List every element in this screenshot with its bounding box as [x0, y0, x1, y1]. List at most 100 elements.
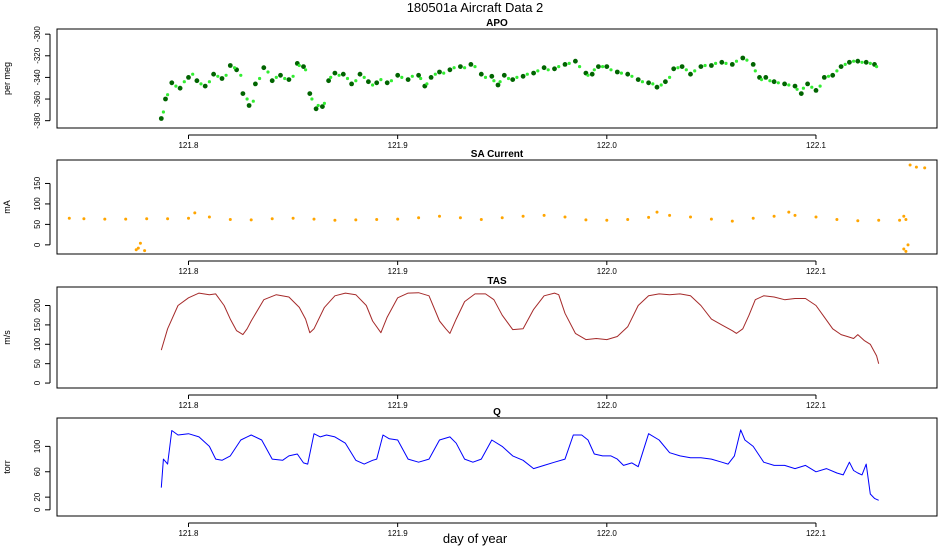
- data-point: [898, 218, 902, 222]
- data-point: [337, 73, 341, 77]
- data-point: [655, 210, 659, 214]
- data-point: [729, 62, 735, 67]
- data-point: [500, 216, 504, 220]
- data-point: [619, 71, 624, 75]
- data-point: [224, 73, 228, 77]
- data-point: [902, 214, 906, 218]
- data-point: [207, 80, 211, 84]
- data-point: [906, 243, 910, 247]
- data-point: [541, 65, 547, 71]
- data-point: [688, 71, 693, 77]
- plot-frame: [56, 28, 938, 129]
- data-point: [810, 85, 814, 89]
- data-point: [793, 213, 797, 217]
- data-point: [868, 61, 872, 65]
- panel-title: TAS: [487, 276, 507, 287]
- data-point: [166, 217, 170, 221]
- data-point: [714, 61, 718, 65]
- series-line-0: [160, 429, 879, 501]
- data-point: [689, 215, 692, 219]
- data-point: [186, 75, 191, 80]
- data-point: [838, 64, 844, 69]
- data-point: [730, 219, 734, 223]
- y-tick-label: 20: [33, 492, 42, 501]
- y-tick-label: 0: [33, 507, 42, 512]
- y-tick-label: 0: [33, 380, 42, 385]
- x-tick-label: 121.8: [178, 401, 199, 410]
- data-point: [313, 106, 319, 112]
- data-point: [904, 218, 908, 221]
- data-point: [216, 74, 220, 78]
- y-axis-label: torr: [2, 460, 12, 474]
- data-point: [745, 58, 749, 62]
- data-point: [835, 218, 839, 221]
- data-point: [304, 68, 308, 72]
- data-point: [798, 91, 804, 96]
- data-point: [821, 75, 827, 80]
- figure-title: 180501a Aircraft Data 2: [407, 0, 544, 15]
- data-point: [546, 68, 550, 72]
- data-point: [428, 75, 434, 80]
- data-point: [357, 71, 363, 77]
- data-point: [400, 75, 404, 79]
- data-point: [193, 211, 197, 215]
- data-point: [320, 104, 325, 109]
- data-point: [316, 103, 320, 108]
- data-point: [826, 74, 831, 78]
- data-point: [586, 73, 590, 77]
- data-point: [830, 72, 836, 78]
- data-point: [860, 60, 864, 64]
- series-line-0: [160, 292, 880, 364]
- data-point: [333, 218, 337, 222]
- data-point: [630, 74, 634, 78]
- data-point: [536, 69, 540, 73]
- data-point: [782, 81, 787, 87]
- data-point: [354, 79, 358, 83]
- data-point: [805, 81, 810, 87]
- data-point: [843, 62, 847, 66]
- data-point: [438, 214, 441, 218]
- data-point: [668, 213, 672, 217]
- data-point: [202, 83, 208, 89]
- data-point: [596, 64, 601, 69]
- data-point: [531, 70, 536, 76]
- data-point: [219, 76, 225, 81]
- data-point: [345, 76, 350, 81]
- data-point: [923, 166, 927, 170]
- data-point: [489, 73, 495, 79]
- y-tick-label: 100: [33, 197, 42, 211]
- data-point: [405, 77, 411, 82]
- data-point: [709, 63, 714, 68]
- y-axis-label: per meg: [2, 62, 12, 95]
- data-point: [375, 218, 379, 221]
- data-point: [760, 78, 764, 82]
- data-point: [136, 246, 140, 250]
- data-point: [753, 69, 757, 73]
- data-point: [698, 64, 704, 69]
- x-tick-label: 122.1: [806, 529, 827, 538]
- data-point: [417, 216, 421, 220]
- y-tick-label: -340: [33, 69, 42, 86]
- data-point: [914, 165, 918, 169]
- panel-3: Q 0 20 60 100 torr 121.8 121.9 122.0 122.1: [2, 407, 938, 538]
- data-point: [463, 66, 467, 70]
- data-point: [145, 217, 149, 221]
- data-point: [278, 72, 283, 78]
- data-point: [274, 75, 278, 79]
- data-point: [211, 71, 217, 77]
- data-point: [567, 61, 571, 65]
- panel-title: Q: [493, 407, 501, 418]
- data-point: [322, 101, 326, 105]
- y-tick-label: 150: [33, 318, 42, 332]
- data-point: [245, 97, 249, 101]
- data-point: [684, 68, 688, 72]
- plot-frame: [56, 417, 938, 517]
- data-point: [908, 163, 912, 167]
- data-point: [676, 66, 680, 70]
- data-point: [458, 64, 463, 69]
- data-point: [813, 88, 819, 93]
- data-point: [542, 213, 546, 217]
- data-point: [902, 247, 906, 251]
- data-point: [297, 63, 301, 68]
- data-point: [124, 217, 128, 221]
